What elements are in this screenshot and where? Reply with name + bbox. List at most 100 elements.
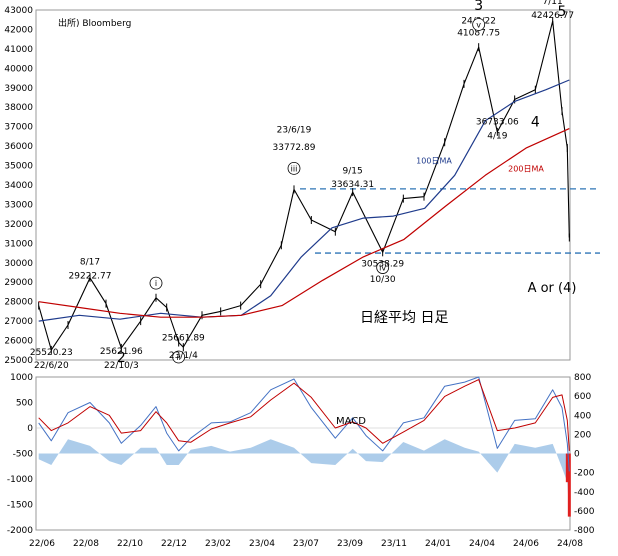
price-chart: 25000 26000 27000 28000 29000 30000 31000 32000…	[4, 0, 600, 371]
price-annotation: 22/10/3	[104, 361, 139, 371]
macd-histogram-area	[38, 439, 570, 517]
price-chart-frame	[35, 9, 571, 361]
macd-x-tick-label: 22/08	[73, 539, 99, 549]
price-annotation: 25520.23	[30, 348, 73, 358]
price-annotation: 25661.89	[162, 334, 205, 344]
price-annotation: 41087.75	[457, 28, 500, 38]
price-y-tick-label: 31000	[4, 239, 33, 249]
price-y-tick-label: 42000	[4, 25, 33, 35]
price-series	[38, 17, 570, 354]
macd-left-tick-label: -1500	[7, 501, 33, 511]
macd-lines	[38, 376, 570, 472]
macd-histogram	[36, 427, 571, 517]
price-annotation: 8/17	[80, 258, 100, 268]
macd-right-tick-label: 200	[574, 430, 591, 440]
price-y-tick-label: 40000	[4, 64, 33, 74]
wave-circle-marker	[376, 261, 390, 274]
price-annotation: 33634.31	[331, 180, 374, 190]
price-annotation: 3	[474, 0, 483, 14]
macd-left-tick-label: -2000	[7, 526, 33, 536]
macd-chart-title: MACD	[336, 416, 366, 427]
macd-right-tick-label: 0	[574, 450, 580, 460]
price-annotation: A or (4)	[528, 281, 577, 296]
macd-right-tick-label: 400	[574, 411, 591, 421]
macd-line	[38, 376, 570, 472]
macd-right-tick-label: 600	[574, 392, 591, 402]
macd-x-tick-label: 23/09	[337, 539, 363, 549]
price-annotation: iii	[291, 164, 298, 173]
macd-left-tick-label: -500	[13, 450, 34, 460]
macd-x-tick-label: 23/04	[249, 539, 275, 549]
wave-circle-marker	[287, 161, 301, 175]
macd-left-axis: -2000 -1500 -1000 -500 0 500 1000	[7, 373, 33, 536]
price-y-axis: 25000 26000 27000 28000 29000 30000 31000 32000…	[4, 6, 33, 366]
macd-x-tick-label: 23/02	[205, 539, 231, 549]
price-annotation: 200日MA	[508, 164, 544, 173]
price-annotation: 4/19	[487, 131, 507, 141]
macd-right-axis: -800 -600 -400 -200 0 200 400 600 800	[574, 373, 595, 536]
price-y-tick-label: 39000	[4, 84, 33, 94]
price-annotation: i	[155, 279, 157, 288]
price-y-tick-label: 29000	[4, 278, 33, 288]
price-y-tick-label: 26000	[4, 337, 33, 347]
price-annotation: 2	[117, 350, 126, 366]
macd-x-tick-label: 22/12	[161, 539, 187, 549]
macd-chart: -2000 -1500 -1000 -500 0 500 1000 -800 -600 -400…	[7, 373, 595, 549]
macd-right-tick-label: 800	[574, 373, 591, 383]
wave-circle-marker	[172, 350, 186, 364]
price-annotation: 9/15	[343, 166, 363, 176]
price-annotation: iv	[379, 264, 386, 273]
macd-x-tick-label: 22/10	[117, 539, 143, 549]
source-label: 出所) Bloomberg	[58, 17, 131, 29]
price-y-tick-label: 32000	[4, 220, 33, 230]
macd-right-tick-label: -800	[574, 526, 595, 536]
macd-right-tick-label: -400	[574, 488, 595, 498]
price-annotation: 7/11	[543, 0, 563, 7]
macd-right-tick-label: -200	[574, 469, 595, 479]
macd-x-tick-label: 24/06	[513, 539, 539, 549]
price-annotation: 29222.77	[69, 271, 112, 281]
signal-line	[38, 379, 570, 451]
price-y-tick-label: 37000	[4, 123, 33, 133]
macd-left-tick-label: 500	[16, 399, 33, 409]
macd-x-tick-label: 23/11	[381, 539, 407, 549]
price-y-tick-label: 35000	[4, 162, 33, 172]
ma100-line	[38, 79, 570, 322]
price-y-tick-label: 30000	[4, 259, 33, 269]
price-annotation: 22/6/20	[34, 361, 69, 371]
macd-x-axis: 22/06 22/08 22/10 22/12 23/02 23/04 23/07 23/09…	[29, 539, 583, 549]
macd-right-tick-label: -600	[574, 507, 595, 517]
macd-x-tick-label: 23/07	[293, 539, 319, 549]
price-y-tick-label: 34000	[4, 181, 33, 191]
price-annotation: 25621.96	[100, 347, 143, 357]
price-annotation: 42426.77	[531, 11, 574, 21]
price-y-tick-label: 38000	[4, 103, 33, 113]
wave-circle-marker	[472, 18, 486, 31]
macd-x-tick-label: 22/06	[29, 539, 55, 549]
price-annotation: 100日MA	[416, 157, 452, 166]
macd-left-tick-label: -1000	[7, 475, 33, 485]
macd-x-tick-label: 24/04	[469, 539, 495, 549]
price-annotation: 10/30	[370, 275, 396, 285]
price-y-tick-label: 36000	[4, 142, 33, 152]
macd-x-tick-label: 24/01	[425, 539, 451, 549]
price-support-lines	[300, 188, 600, 254]
price-annotation: 36733.06	[476, 118, 519, 128]
price-y-tick-label: 25000	[4, 356, 33, 366]
price-annotation: 5	[558, 4, 567, 20]
price-annotation: 33772.89	[273, 143, 316, 153]
price-line	[38, 20, 570, 351]
price-annotation: ii	[176, 353, 180, 362]
price-annotation: v	[476, 21, 481, 30]
wave-circle-marker	[149, 276, 163, 290]
price-annotation: 4	[531, 115, 540, 131]
macd-x-tick-label: 24/08	[557, 539, 583, 549]
price-y-tick-label: 28000	[4, 298, 33, 308]
price-chart-title: 日経平均 日足	[360, 310, 448, 326]
price-y-tick-label: 43000	[4, 6, 33, 16]
price-y-tick-label: 33000	[4, 200, 33, 210]
macd-left-tick-label: 1000	[10, 373, 33, 383]
price-annotation: 30538.29	[361, 260, 404, 270]
